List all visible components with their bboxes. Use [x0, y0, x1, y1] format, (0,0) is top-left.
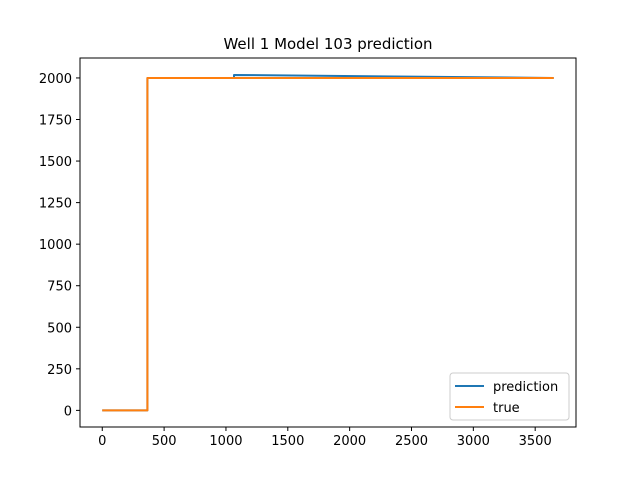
- series-line-true: [102, 76, 554, 412]
- x-tick-label: 1500: [271, 434, 304, 449]
- y-tick-label: 250: [47, 363, 72, 378]
- y-tick-label: 1000: [39, 238, 72, 253]
- legend-label-prediction: prediction: [493, 380, 558, 395]
- x-tick-label: 1000: [209, 434, 242, 449]
- y-axis: 0 250 500 750 1000 1250 1500 1750 2000: [39, 72, 80, 419]
- y-tick-label: 2000: [39, 72, 72, 87]
- series-layer: [102, 73, 554, 412]
- x-axis: 0 500 1000 1500 2000 2500 3000 3500: [98, 427, 552, 449]
- legend-box: [449, 372, 570, 421]
- x-tick-label: 0: [98, 434, 106, 449]
- x-tick-label: 500: [152, 434, 177, 449]
- legend: prediction true: [449, 372, 570, 421]
- x-tick-label: 2500: [395, 434, 428, 449]
- y-tick-label: 1250: [39, 197, 72, 212]
- chart-title: Well 1 Model 103 prediction: [223, 35, 432, 53]
- y-tick-label: 1750: [39, 114, 72, 129]
- x-tick-label: 3000: [457, 434, 490, 449]
- y-tick-label: 750: [47, 280, 72, 295]
- x-tick-label: 3500: [519, 434, 552, 449]
- y-tick-label: 1500: [39, 155, 72, 170]
- y-tick-label: 0: [64, 404, 72, 419]
- legend-label-true: true: [493, 401, 520, 416]
- y-tick-label: 500: [47, 321, 72, 336]
- plot-frame: [79, 57, 577, 428]
- x-tick-label: 2000: [333, 434, 366, 449]
